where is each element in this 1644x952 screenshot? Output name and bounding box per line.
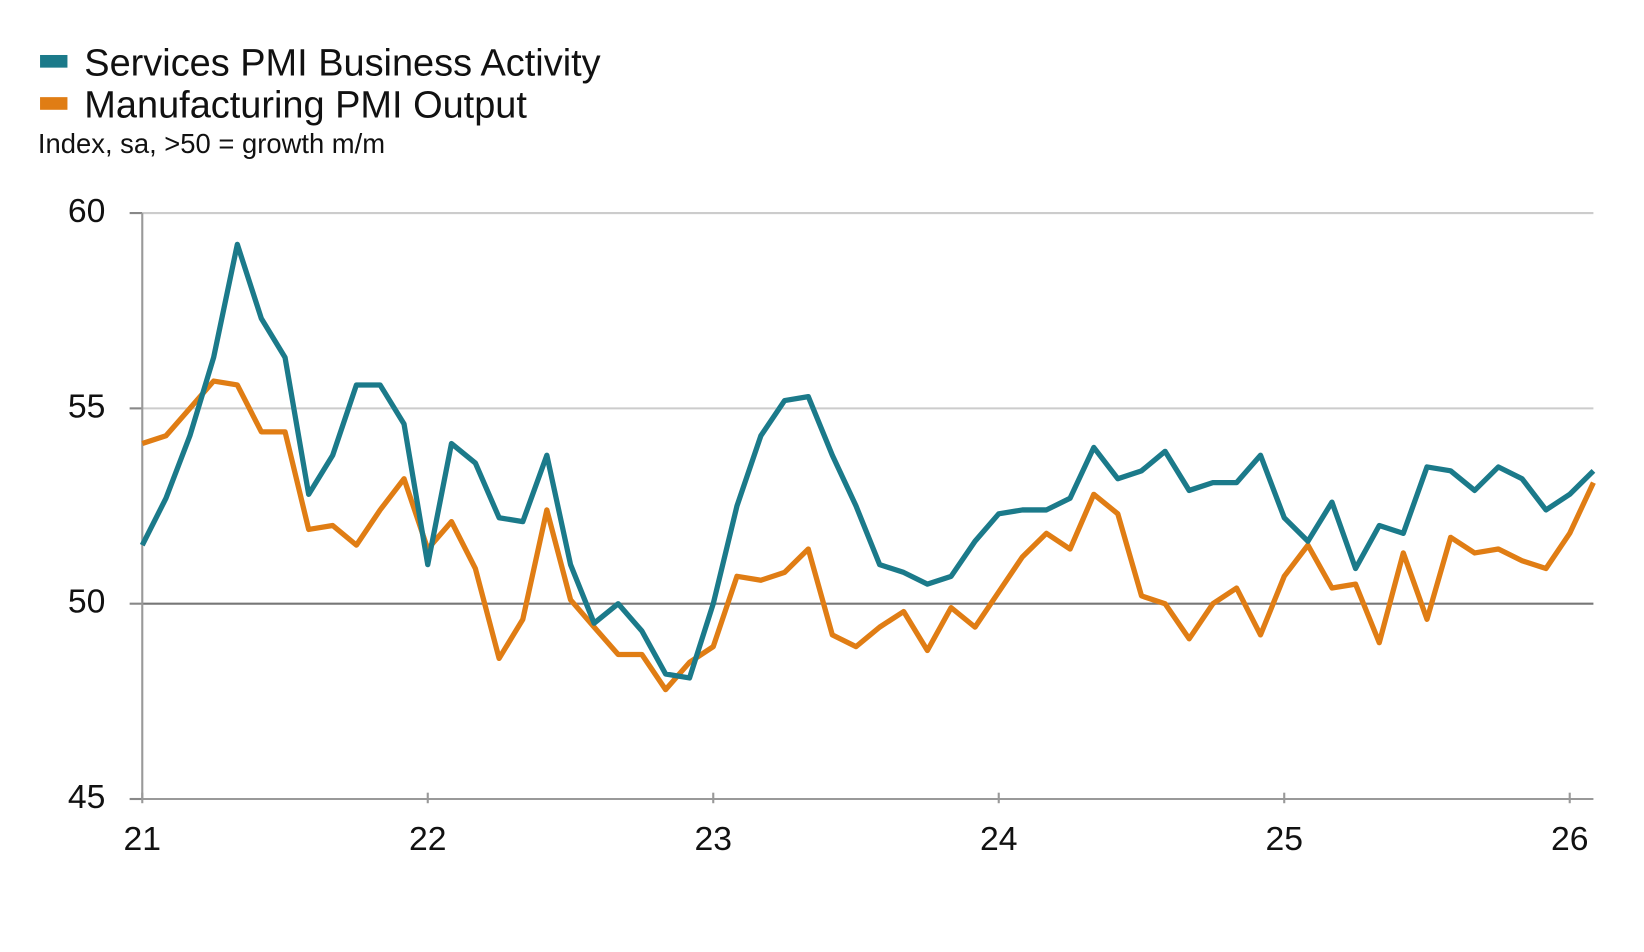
series-line (141, 378, 1596, 693)
x-tick-label: 21 (124, 820, 162, 858)
x-tick-label: 23 (694, 820, 732, 858)
x-tick-label: 22 (409, 820, 447, 858)
legend-swatch (40, 54, 68, 68)
legend-label: Services PMI Business Activity (84, 43, 600, 85)
series-line (139, 241, 1596, 681)
y-tick-label: 50 (68, 583, 106, 621)
legend-swatch (40, 97, 68, 110)
legend-label: Manufacturing PMI Output (84, 85, 527, 127)
y-tick-label: 55 (68, 387, 106, 425)
x-tick-label: 26 (1551, 820, 1589, 858)
chart-subtitle: Index, sa, >50 = growth m/m (38, 128, 385, 159)
x-tick-label: 25 (1265, 820, 1303, 858)
y-tick-label: 60 (68, 192, 106, 230)
y-tick-label: 45 (68, 778, 106, 816)
x-tick-label: 24 (980, 820, 1018, 858)
